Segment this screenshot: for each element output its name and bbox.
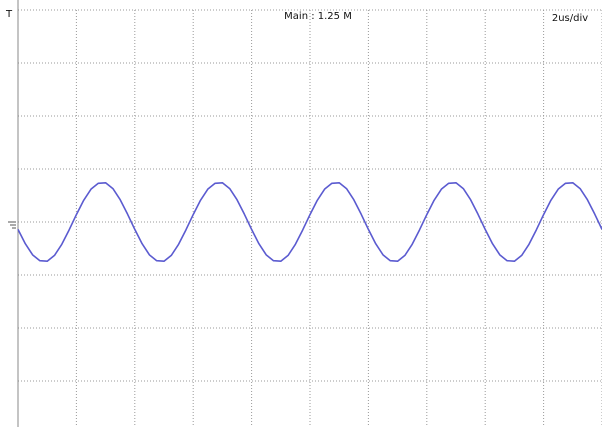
- waveform: [17, 181, 602, 263]
- sample-rate: Main : 1.25 M: [284, 11, 352, 22]
- ground-marker: [8, 221, 16, 229]
- time-scale: 2us/div: [552, 13, 588, 24]
- trigger-marker: T: [5, 9, 13, 20]
